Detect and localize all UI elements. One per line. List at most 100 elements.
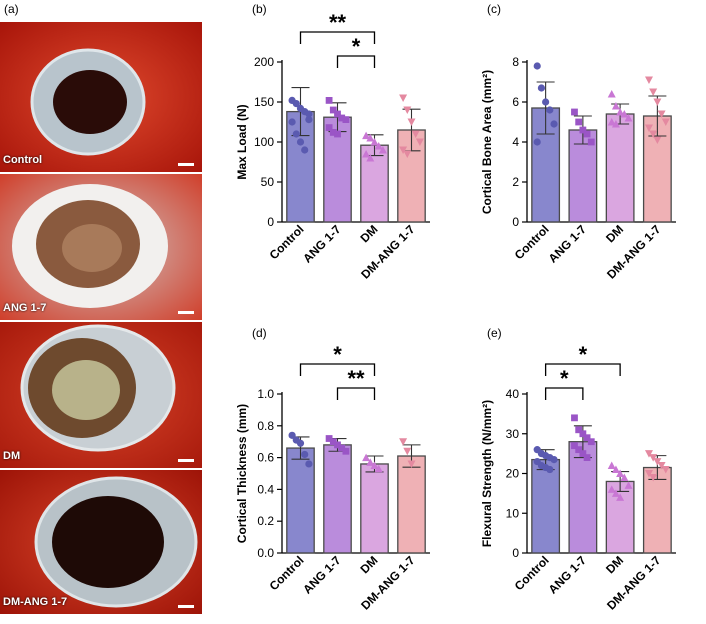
data-point [301,450,309,459]
chart-d: 0.0 0.2 0.4 0.6 0.8 1.0 Cortical Thickness (mm… [235,342,430,613]
y-tick-label: 2 [512,175,519,189]
y-tick-label: 0.4 [257,482,274,496]
y-axis-label: Flexural Strength (N/mm²) [480,400,494,547]
scale-bar [178,163,194,166]
y-tick-label: 8 [512,55,519,69]
data-point [616,469,625,477]
data-point [611,489,620,497]
photo-dm-ang: DM-ANG 1-7 [0,470,202,614]
y-tick-label: 0.8 [257,419,274,433]
data-point [399,438,408,446]
data-point [579,430,587,438]
data-point [292,100,300,108]
data-point [611,120,620,128]
significance-label: * [560,366,569,391]
data-point [407,460,416,468]
scale-bar [178,459,194,462]
data-point [403,150,412,158]
data-point [329,438,337,446]
data-point [546,465,554,474]
y-tick-label: 0.0 [257,546,274,560]
y-tick-label: 40 [506,387,520,401]
data-point [338,114,346,122]
data-point [583,434,591,442]
data-point [653,136,662,144]
y-tick-label: 6 [512,95,519,109]
significance-label: * [579,342,588,367]
significance-label: ** [347,366,365,391]
data-point [587,438,595,446]
data-point [624,114,633,122]
bar-Control [531,458,561,554]
y-tick-label: 50 [261,175,275,189]
data-point [644,470,653,478]
data-point [329,129,337,136]
x-tick-label: ANG 1-7 [546,222,590,266]
data-point [611,102,620,110]
y-axis-label: Cortical Thickness (mm) [235,404,249,543]
data-point [374,142,383,150]
bar-DM-ANG 1-7 [397,455,426,554]
data-point [583,130,591,138]
data-point [370,138,379,146]
data-point [342,116,350,123]
bone-section-image [0,322,202,468]
data-point [325,124,333,131]
y-tick-label: 0 [512,215,519,229]
y-tick-label: 1.0 [257,387,274,401]
data-point [288,431,296,439]
data-point [301,146,309,154]
significance-bracket [544,387,584,400]
photo-label: DM [3,450,21,462]
data-point [657,462,666,470]
significance-bracket [336,387,376,400]
data-point [550,120,558,128]
bar-DM [605,113,635,223]
data-point [288,118,296,126]
data-point [305,116,313,124]
panel-label-b: (b) [252,2,267,16]
data-point [305,110,313,118]
data-point [546,106,554,114]
data-point [579,126,587,134]
data-point [653,98,662,106]
data-point [644,76,653,84]
data-point [542,98,550,106]
data-point [415,138,424,146]
data-point [649,130,658,138]
y-tick-label: 30 [506,427,520,441]
data-point [362,150,371,158]
data-point [644,450,653,458]
bar-ANG 1-7 [323,116,352,223]
data-point [403,447,412,456]
y-tick-label: 20 [506,467,520,481]
y-axis-label: Cortical Bone Area (mm²) [480,70,494,214]
data-point [366,134,375,142]
data-point [607,90,616,98]
y-tick-label: 4 [512,135,519,149]
panel-label-c: (c) [487,2,501,16]
y-tick-label: 10 [506,506,520,520]
bone-section-image [0,174,202,320]
data-point [571,108,578,116]
data-point [607,118,616,126]
data-point [533,62,541,70]
photo-label: DM-ANG 1-7 [3,596,68,608]
data-point [366,458,375,466]
data-point [533,138,541,146]
panel-label-e: (e) [487,326,502,340]
data-point [649,88,658,96]
bone-section-image [0,470,202,614]
data-point [370,461,379,470]
x-tick-label: DM [358,553,381,576]
x-tick-label: ANG 1-7 [300,553,344,597]
data-point [292,130,300,138]
data-point [583,454,591,461]
y-tick-label: 0 [267,215,274,229]
data-point [620,473,629,481]
data-point [575,118,583,126]
data-point [407,118,416,126]
data-point [587,138,595,146]
